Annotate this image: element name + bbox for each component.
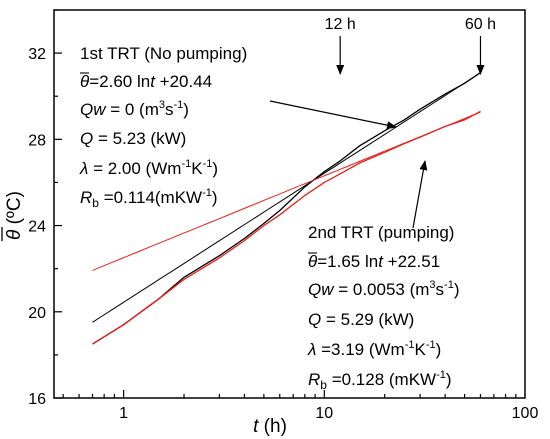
svg-text:θ (ºC): θ (ºC) [4, 191, 25, 240]
annotation-first-trt: 1st TRT (No pumping) θ=2.60 lnt +20.44 Q… [79, 44, 247, 210]
y-axis-label: θ (ºC) [1, 191, 25, 241]
y-tick-label: 32 [28, 46, 46, 63]
time-markers: 12 h 60 h [325, 16, 496, 75]
series-1-fit-line [92, 72, 481, 323]
y-tick-label: 28 [28, 132, 46, 149]
second-trt-heat-rate: Q = 5.29 (kW) [308, 310, 414, 329]
first-trt-heat-rate: Q = 5.23 (kW) [80, 129, 186, 148]
annotation-second-trt: 2nd TRT (pumping) θ=1.65 lnt +22.51 Qw =… [307, 223, 460, 392]
y-axis-ticks: 16 20 24 28 32 [28, 9, 62, 408]
second-trt-conductivity: λ =3.19 (Wm-1K-1) [307, 339, 441, 359]
first-trt-title: 1st TRT (No pumping) [80, 44, 247, 63]
y-tick-label: 24 [28, 219, 46, 236]
x-tick-label: 100 [512, 405, 539, 422]
x-axis-label: t (h) [253, 416, 287, 437]
second-trt-flow-rate: Qw = 0.0053 (m3s-1) [308, 279, 460, 299]
y-tick-label: 16 [28, 391, 46, 408]
second-trt-fit-equation: θ=1.65 lnt +22.51 [308, 252, 440, 271]
second-trt-title: 2nd TRT (pumping) [308, 223, 454, 242]
first-trt-fit-equation: θ=2.60 lnt +20.44 [80, 72, 212, 91]
plot-frame [53, 9, 526, 399]
first-trt-conductivity: λ = 2.00 (Wm-1K-1) [79, 158, 218, 178]
marker-label-1: 12 h [325, 16, 356, 33]
first-trt-flow-rate: Qw = 0 (m3s-1) [80, 99, 189, 119]
arrow-second-trt [412, 160, 428, 229]
second-trt-resistance: Rb =0.128 (mKW-1) [308, 369, 452, 392]
series-2-fit-line [92, 111, 481, 271]
x-tick-label: 1 [119, 405, 128, 422]
x-tick-label: 10 [315, 405, 333, 422]
y-tick-label: 20 [28, 305, 46, 322]
first-trt-resistance: Rb =0.114(mKW-1) [80, 187, 218, 210]
arrow-first-trt [269, 100, 397, 130]
marker-label-2: 60 h [465, 16, 496, 33]
x-axis-ticks: 1 10 100 [62, 390, 539, 422]
series-layer [92, 71, 481, 345]
